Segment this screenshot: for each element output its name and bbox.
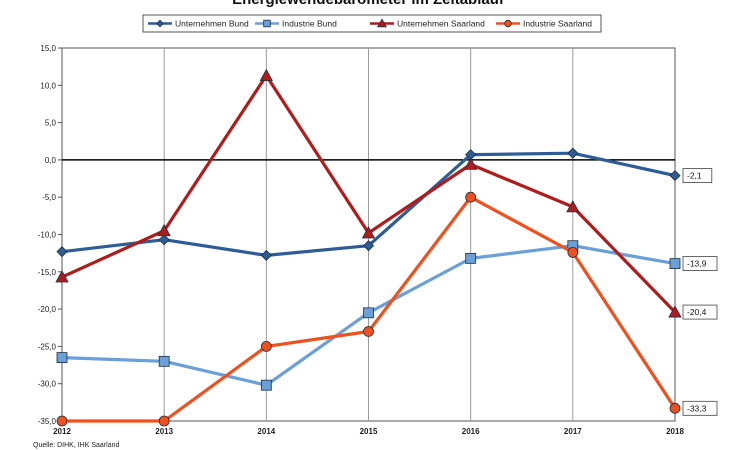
- data-point: [56, 246, 68, 258]
- data-point: [669, 258, 681, 269]
- data-point: [669, 402, 681, 414]
- diamond-marker: [156, 19, 164, 28]
- y-tick-label: -25,0: [38, 342, 57, 351]
- data-point: [465, 191, 477, 203]
- source-note: Quelle: DIHK, IHK Saarland: [33, 442, 119, 449]
- data-point: [361, 226, 376, 239]
- data-point: [157, 223, 171, 237]
- y-tick-label: 0,0: [45, 156, 57, 165]
- data-point: [669, 170, 681, 182]
- data-point: [158, 355, 170, 367]
- data-point: [668, 305, 682, 318]
- data-point: [56, 415, 68, 427]
- legend-label: Industrie Saarland: [523, 19, 592, 29]
- y-tick-label: -15,0: [38, 268, 57, 277]
- y-tick-label: -5,0: [42, 193, 56, 202]
- chart-title: Energiewendebarometer im Zeitablauf: [232, 0, 505, 8]
- legend: Unternehmen Bund Industrie Bund Unternehme…: [142, 14, 602, 33]
- legend-label: Unternehmen Bund: [175, 19, 249, 29]
- series-industrie-bund: -13,9: [56, 240, 718, 391]
- data-point: [463, 157, 478, 170]
- end-label: -2,1: [687, 171, 702, 181]
- end-label-box: [682, 256, 718, 271]
- data-point: [55, 270, 69, 283]
- legend-item: Industrie Bund: [255, 19, 337, 29]
- y-tick-label: -35,0: [38, 417, 57, 426]
- y-tick-label: 15,0: [40, 44, 56, 53]
- plot-area: 15,0 10,0 5,0 0,0 -5,0 -10,0 -15,0 -20,0 -25,0 -3…: [38, 44, 718, 436]
- x-tick-label: 2012: [53, 427, 71, 436]
- data-point: [56, 352, 68, 363]
- y-tick-label: -30,0: [38, 380, 57, 389]
- x-tick-label: 2014: [257, 427, 275, 436]
- x-tick-label: 2013: [155, 427, 173, 436]
- x-tick-label: 2018: [666, 427, 684, 436]
- data-point: [363, 307, 374, 319]
- series-unternehmen-saarland: -20,4: [55, 68, 718, 320]
- y-tick-label: 5,0: [45, 119, 57, 128]
- data-point: [566, 200, 580, 213]
- legend-label: Unternehmen Saarland: [397, 19, 485, 29]
- data-point: [158, 415, 170, 427]
- y-tick-label: 10,0: [40, 81, 56, 90]
- series-industrie-saarland: -33,3: [56, 191, 718, 427]
- data-point: [260, 249, 272, 261]
- data-point: [260, 379, 272, 391]
- legend-item: Industrie Saarland: [496, 19, 592, 29]
- circle-marker: [504, 19, 512, 28]
- y-tick-label: -20,0: [38, 305, 57, 314]
- end-label-box: [682, 304, 718, 320]
- data-point: [362, 240, 375, 252]
- end-label: -20,4: [687, 307, 707, 317]
- end-label-box: [682, 168, 713, 183]
- data-point: [363, 326, 374, 337]
- y-tick-label: -10,0: [38, 231, 57, 240]
- x-tick-label: 2015: [360, 427, 378, 436]
- legend-item: Unternehmen Bund: [148, 19, 249, 29]
- data-point: [260, 340, 272, 352]
- end-label: -33,3: [687, 403, 707, 413]
- data-point: [158, 234, 170, 246]
- data-point: [259, 68, 274, 82]
- legend-item: Unternehmen Saarland: [370, 18, 485, 29]
- series-unternehmen-bund: -2,1: [56, 147, 713, 261]
- x-tick-label: 2017: [564, 427, 582, 436]
- end-label-box: [682, 400, 718, 416]
- square-marker: [263, 19, 271, 28]
- data-point: [465, 252, 477, 264]
- x-tick-label: 2016: [462, 427, 480, 436]
- triangle-marker: [377, 18, 387, 28]
- data-point: [567, 247, 579, 258]
- end-label: -13,9: [687, 259, 707, 269]
- legend-label: Industrie Bund: [282, 19, 337, 29]
- data-point: [567, 147, 579, 159]
